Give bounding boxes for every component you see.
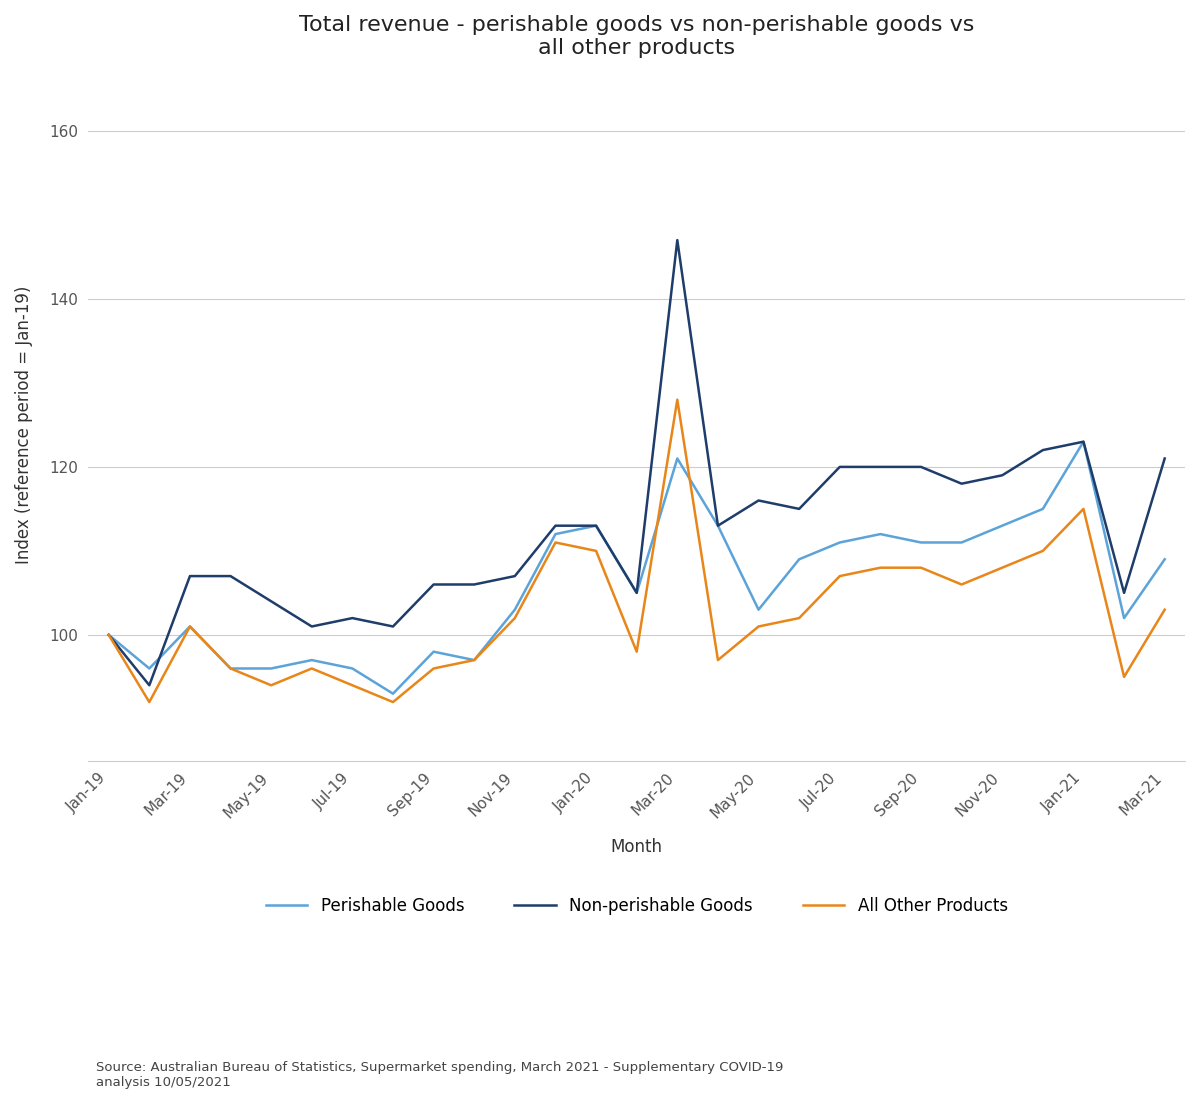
All Other Products [223,662,238,675]
All Other Products [264,679,278,692]
All Other Products [954,578,968,591]
Non-perishable Goods [305,620,319,634]
All Other Products [792,612,806,625]
All Other Products [914,561,929,574]
Non-perishable Goods [467,578,481,591]
All Other Products [630,645,644,658]
Non-perishable Goods [548,519,563,532]
All Other Products [995,561,1009,574]
All Other Products [1076,503,1091,516]
All Other Products [710,653,725,667]
All Other Products [874,561,888,574]
All Other Products [182,620,197,634]
All Other Products [751,620,766,634]
All Other Products [467,653,481,667]
Non-perishable Goods [223,570,238,583]
All Other Products [1158,603,1172,616]
All Other Products [670,393,684,406]
Non-perishable Goods [182,570,197,583]
Perishable Goods [386,688,401,701]
Title: Total revenue - perishable goods vs non-perishable goods vs
all other products: Total revenue - perishable goods vs non-… [299,15,974,58]
Non-perishable Goods [670,233,684,246]
All Other Products [102,628,116,641]
Perishable Goods [1036,503,1050,516]
All Other Products [346,679,360,692]
Perishable Goods [426,645,440,658]
Perishable Goods [630,586,644,600]
All Other Products [305,662,319,675]
Line: All Other Products: All Other Products [109,399,1165,702]
All Other Products [508,612,522,625]
Perishable Goods [182,620,197,634]
Non-perishable Goods [142,679,156,692]
Non-perishable Goods [346,612,360,625]
Non-perishable Goods [1158,452,1172,465]
Perishable Goods [508,603,522,616]
Perishable Goods [874,528,888,541]
Non-perishable Goods [426,578,440,591]
Perishable Goods [346,662,360,675]
Perishable Goods [589,519,604,532]
All Other Products [142,695,156,708]
Perishable Goods [792,552,806,565]
Non-perishable Goods [1076,436,1091,449]
Perishable Goods [995,519,1009,532]
Perishable Goods [710,519,725,532]
All Other Products [548,536,563,549]
Perishable Goods [548,528,563,541]
Non-perishable Goods [914,460,929,473]
All Other Products [426,662,440,675]
Perishable Goods [751,603,766,616]
Perishable Goods [1117,612,1132,625]
All Other Products [589,544,604,558]
Perishable Goods [467,653,481,667]
Perishable Goods [670,452,684,465]
Non-perishable Goods [751,494,766,507]
Perishable Goods [914,536,929,549]
Non-perishable Goods [833,460,847,473]
Perishable Goods [1076,436,1091,449]
All Other Products [1036,544,1050,558]
Perishable Goods [142,662,156,675]
Non-perishable Goods [954,477,968,491]
Non-perishable Goods [710,519,725,532]
Non-perishable Goods [792,503,806,516]
Non-perishable Goods [630,586,644,600]
All Other Products [1117,670,1132,683]
Perishable Goods [1158,552,1172,565]
Perishable Goods [264,662,278,675]
Non-perishable Goods [995,469,1009,482]
Perishable Goods [102,628,116,641]
Perishable Goods [223,662,238,675]
Non-perishable Goods [508,570,522,583]
All Other Products [386,695,401,708]
Non-perishable Goods [1036,443,1050,456]
Non-perishable Goods [874,460,888,473]
Text: Source: Australian Bureau of Statistics, Supermarket spending, March 2021 - Supp: Source: Australian Bureau of Statistics,… [96,1062,784,1089]
Perishable Goods [305,653,319,667]
Line: Perishable Goods: Perishable Goods [109,442,1165,694]
Y-axis label: Index (reference period = Jan-19): Index (reference period = Jan-19) [14,286,34,564]
X-axis label: Month: Month [611,837,662,856]
Non-perishable Goods [386,620,401,634]
Non-perishable Goods [1117,586,1132,600]
Perishable Goods [833,536,847,549]
Legend: Perishable Goods, Non-perishable Goods, All Other Products: Perishable Goods, Non-perishable Goods, … [259,890,1014,922]
Line: Non-perishable Goods: Non-perishable Goods [109,240,1165,685]
All Other Products [833,570,847,583]
Non-perishable Goods [589,519,604,532]
Non-perishable Goods [264,595,278,608]
Perishable Goods [954,536,968,549]
Non-perishable Goods [102,628,116,641]
